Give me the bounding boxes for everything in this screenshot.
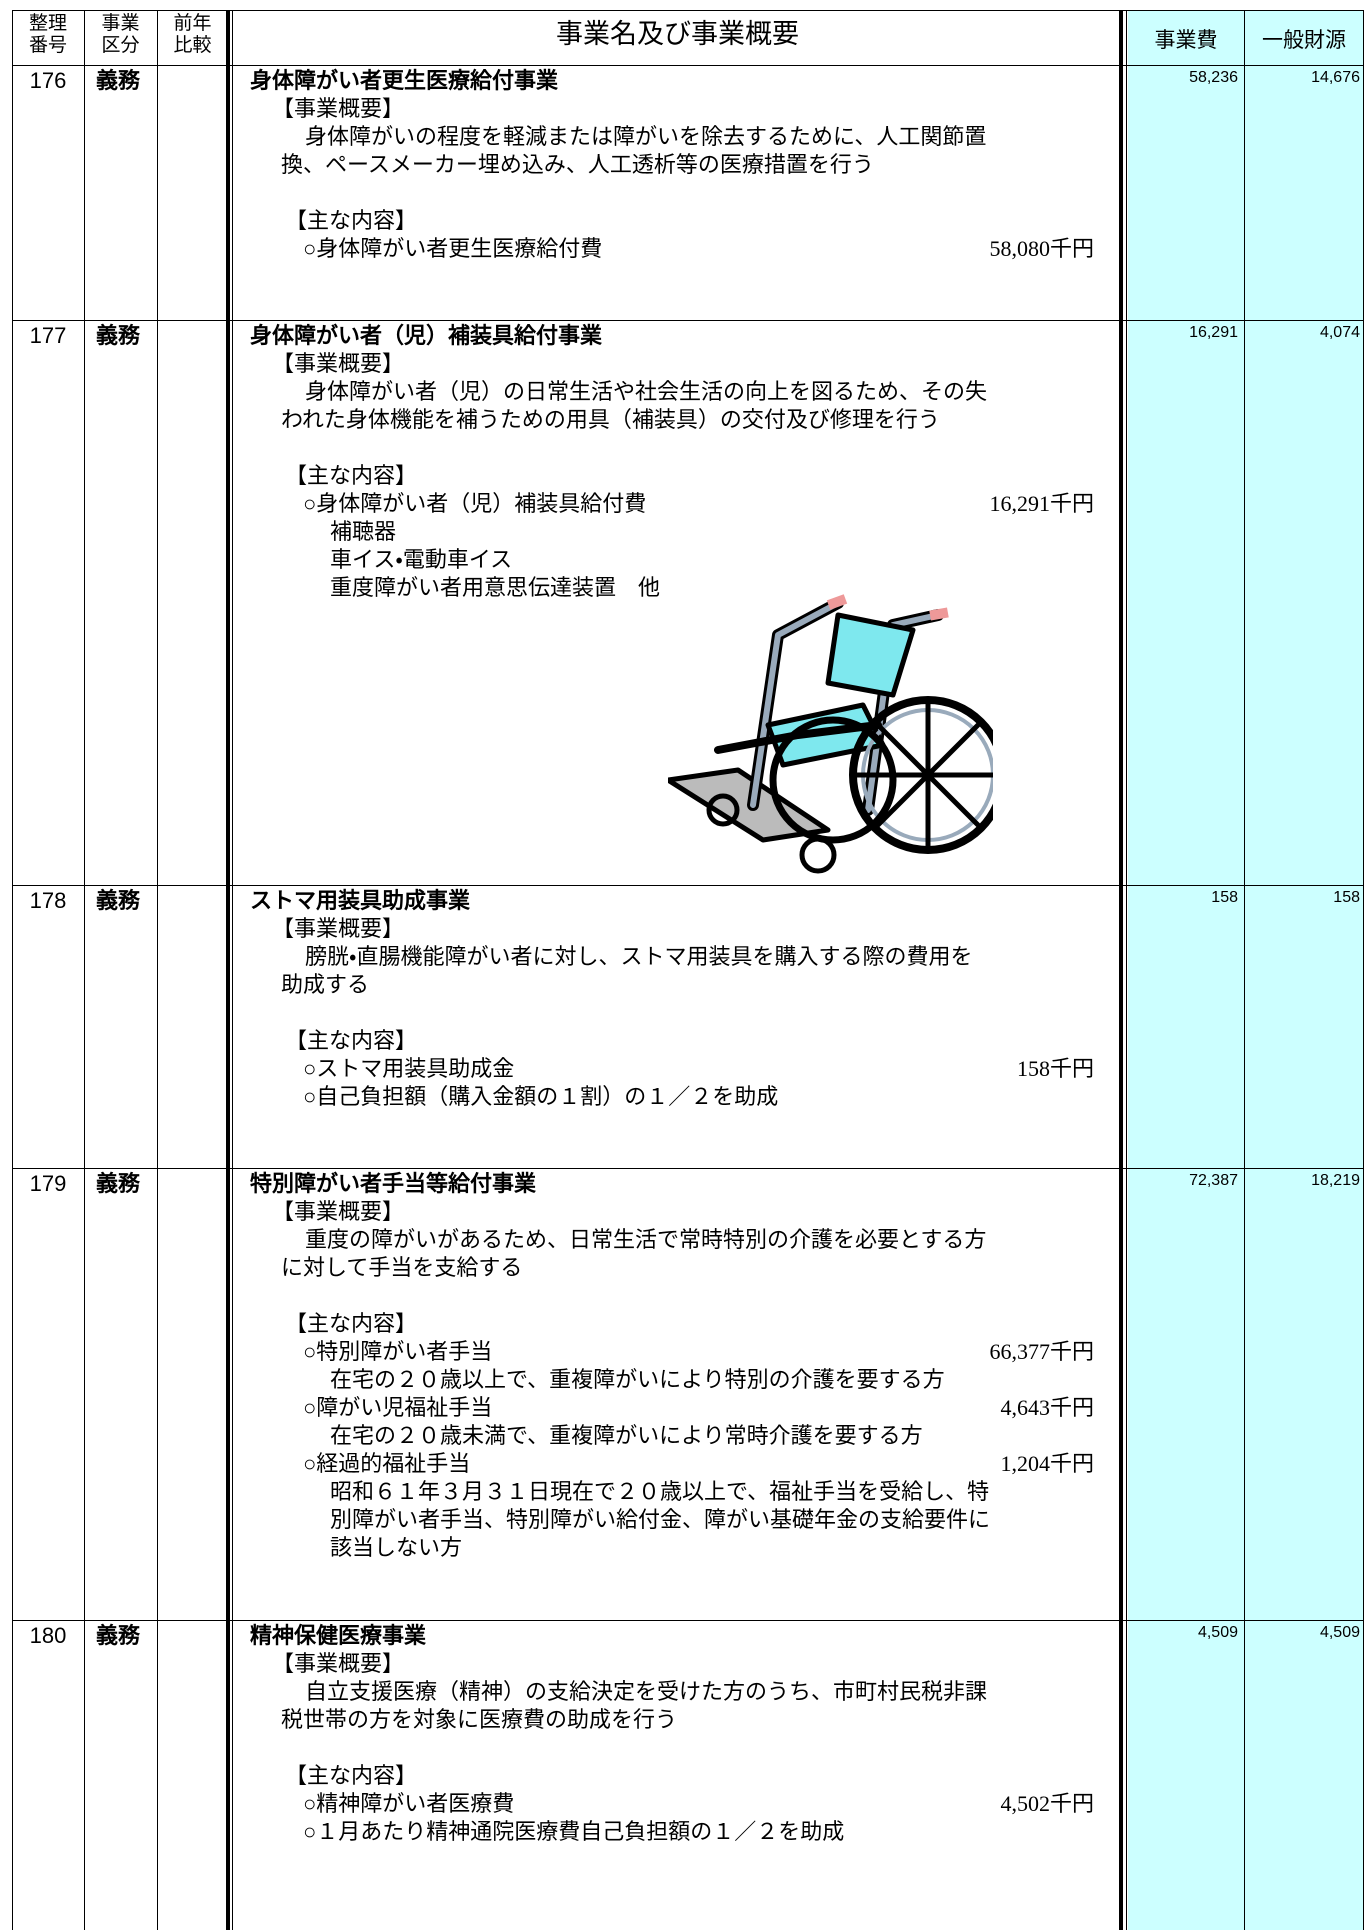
row-title: 身体障がい者（児）補装具給付事業 (250, 323, 603, 348)
item-amount: 1,204千円 (1000, 1451, 1094, 1476)
row-general: 4,074 (1319, 324, 1360, 341)
item-name: ○精神障がい者医療費 (303, 1791, 515, 1816)
section-label: 【主な内容】 (285, 1763, 418, 1788)
row-cost: 4,509 (1197, 1624, 1238, 1641)
item-name: ○身体障がい者更生医療給付費 (303, 236, 603, 261)
item-name: ○自己負担額（購入金額の１割）の１／２を助成 (303, 1084, 779, 1109)
row-kind: 義務 (96, 323, 141, 348)
row-general: 18,219 (1311, 1172, 1360, 1189)
item-name: ○身体障がい者（児）補装具給付費 (303, 491, 647, 516)
row-number: 179 (29, 1171, 67, 1196)
item-name: ○経過的福祉手当 (303, 1451, 471, 1476)
item-name: ○１月あたり精神通院医療費自己負担額の１／２を助成 (303, 1819, 845, 1844)
row-title: 精神保健医療事業 (250, 1623, 427, 1648)
item-name: ○特別障がい者手当 (303, 1339, 493, 1364)
item-note: 在宅の２０歳未満で、重複障がいにより常時介護を要する方 (330, 1423, 923, 1448)
row-line (12, 320, 1364, 321)
overview-text: 税世帯の方を対象に医療費の助成を行う (281, 1707, 678, 1732)
double-line (226, 10, 230, 1930)
header-label: 事業名及び事業概要 (556, 19, 799, 49)
header-label: 事業費 (1154, 28, 1218, 52)
double-line (232, 10, 233, 1930)
item-amount: 4,643千円 (1000, 1395, 1094, 1420)
row-general: 158 (1333, 889, 1360, 906)
column-line (84, 10, 85, 1930)
item-note: 在宅の２０歳以上で、重複障がいにより特別の介護を要する方 (330, 1367, 945, 1392)
header-label: 整理 (28, 13, 67, 34)
item-note: 補聴器 (330, 519, 397, 544)
overview-text: 助成する (281, 972, 370, 997)
overview-text: 重度の障がいがあるため、日常生活で常時特別の介護を必要とする方 (305, 1227, 987, 1252)
section-label: 【事業概要】 (272, 1651, 405, 1676)
overview-text: 換、ペースメーカー埋め込み、人工透析等の医療措置を行う (281, 152, 874, 177)
row-line (12, 1620, 1364, 1621)
row-kind: 義務 (96, 68, 141, 93)
row-title: 特別障がい者手当等給付事業 (250, 1171, 537, 1196)
row-cost: 72,387 (1189, 1172, 1238, 1189)
item-amount: 158千円 (1016, 1056, 1094, 1081)
section-label: 【主な内容】 (285, 208, 418, 233)
item-amount: 4,502千円 (1000, 1791, 1094, 1816)
item-note: 別障がい者手当、特別障がい給付金、障がい基礎年金の支給要件に (330, 1507, 991, 1532)
item-amount: 16,291千円 (989, 491, 1094, 516)
row-kind: 義務 (96, 888, 141, 913)
row-cost: 16,291 (1189, 324, 1238, 341)
row-general: 4,509 (1319, 1624, 1360, 1641)
wheelchair-illustration (668, 594, 993, 874)
section-label: 【主な内容】 (285, 463, 418, 488)
column-line (1363, 10, 1364, 1930)
row-cost: 58,236 (1189, 69, 1238, 86)
item-note: 昭和６１年３月３１日現在で２０歳以上で、福祉手当を受給し、特 (330, 1479, 990, 1504)
section-label: 【事業概要】 (272, 96, 405, 121)
item-amount: 66,377千円 (989, 1339, 1094, 1364)
row-number: 176 (29, 68, 67, 93)
row-kind: 義務 (96, 1623, 141, 1648)
row-number: 180 (29, 1623, 67, 1648)
item-note: 重度障がい者用意思伝達装置 他 (330, 575, 661, 600)
row-line (12, 885, 1364, 886)
row-general: 14,676 (1311, 69, 1360, 86)
header-label: 番号 (28, 35, 67, 56)
row-kind: 義務 (96, 1171, 141, 1196)
section-label: 【事業概要】 (272, 916, 405, 941)
overview-text: われた身体機能を補うための用具（補装具）の交付及び修理を行う (281, 407, 940, 432)
overview-text: 身体障がい者（児）の日常生活や社会生活の向上を図るため、その失 (305, 379, 988, 404)
double-line (1126, 10, 1127, 1930)
header-label: 区分 (101, 35, 140, 56)
section-label: 【事業概要】 (272, 1199, 405, 1224)
overview-text: 自立支援医療（精神）の支給決定を受けた方のうち、市町村民税非課 (305, 1679, 988, 1704)
item-name: ○障がい児福祉手当 (303, 1395, 493, 1420)
item-name: ○ストマ用装具助成金 (303, 1056, 515, 1081)
row-line (12, 65, 1364, 66)
item-note: 該当しない方 (330, 1535, 463, 1560)
section-label: 【主な内容】 (285, 1311, 418, 1336)
row-title: ストマ用装具助成事業 (250, 888, 471, 913)
column-line (1244, 10, 1245, 1930)
header-label: 事業 (101, 13, 140, 34)
row-number: 177 (29, 323, 67, 348)
header-label: 比較 (173, 35, 212, 56)
column-line (12, 10, 13, 1930)
item-note: 車イス・電動車イス (330, 547, 513, 572)
cost-background (1128, 10, 1364, 1930)
section-label: 【事業概要】 (272, 351, 405, 376)
item-amount: 58,080千円 (989, 236, 1094, 261)
row-number: 178 (29, 888, 67, 913)
overview-text: 膀胱・直腸機能障がい者に対し、ストマ用装具を購入する際の費用を (305, 944, 973, 969)
overview-text: 身体障がいの程度を軽減または障がいを除去するために、人工関節置 (305, 124, 987, 149)
frame-line (12, 10, 1364, 11)
row-title: 身体障がい者更生医療給付事業 (250, 68, 559, 93)
column-line (157, 10, 158, 1930)
row-cost: 158 (1211, 889, 1238, 906)
section-label: 【主な内容】 (285, 1028, 418, 1053)
overview-text: に対して手当を支給する (281, 1255, 523, 1280)
header-label: 一般財源 (1262, 28, 1346, 52)
double-line (1119, 10, 1123, 1930)
header-label: 前年 (173, 13, 212, 34)
row-line (12, 1168, 1364, 1169)
